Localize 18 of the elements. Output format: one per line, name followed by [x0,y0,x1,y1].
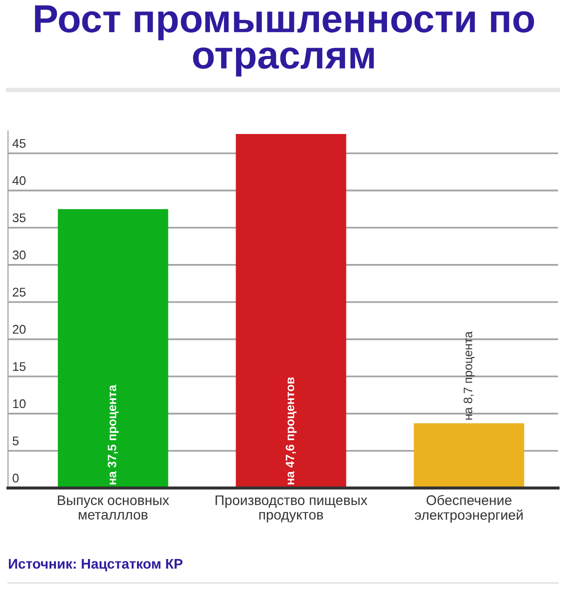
y-tick-label: 10 [13,399,26,408]
y-tick-label: 45 [12,139,26,148]
y-tick-label: 40 [12,176,26,186]
y-tick-label: 25 [12,288,26,297]
x-tick-label: Обеспечение электроэнергией [414,494,523,523]
y-tick-label: 0 [12,474,19,483]
y-tick-label: 20 [12,324,26,334]
x-tick-label: Выпуск основных металллов [58,495,170,520]
y-tick-label: 5 [12,436,19,446]
text: Источник: Нацстатком КР [8,559,182,572]
data-label: на 47,6 процентов [286,377,297,484]
y-tick-label: 15 [13,362,26,371]
chart-title: Рост промышленности по отраслям [35,5,534,77]
data-label: на 37,5 процента [108,384,119,484]
data-label: на 8,7 процента [464,331,475,420]
y-tick-label: 30 [12,250,26,260]
x-tick-label: Производство пищевых продуктов [216,495,368,522]
y-tick-label: 35 [12,213,26,222]
